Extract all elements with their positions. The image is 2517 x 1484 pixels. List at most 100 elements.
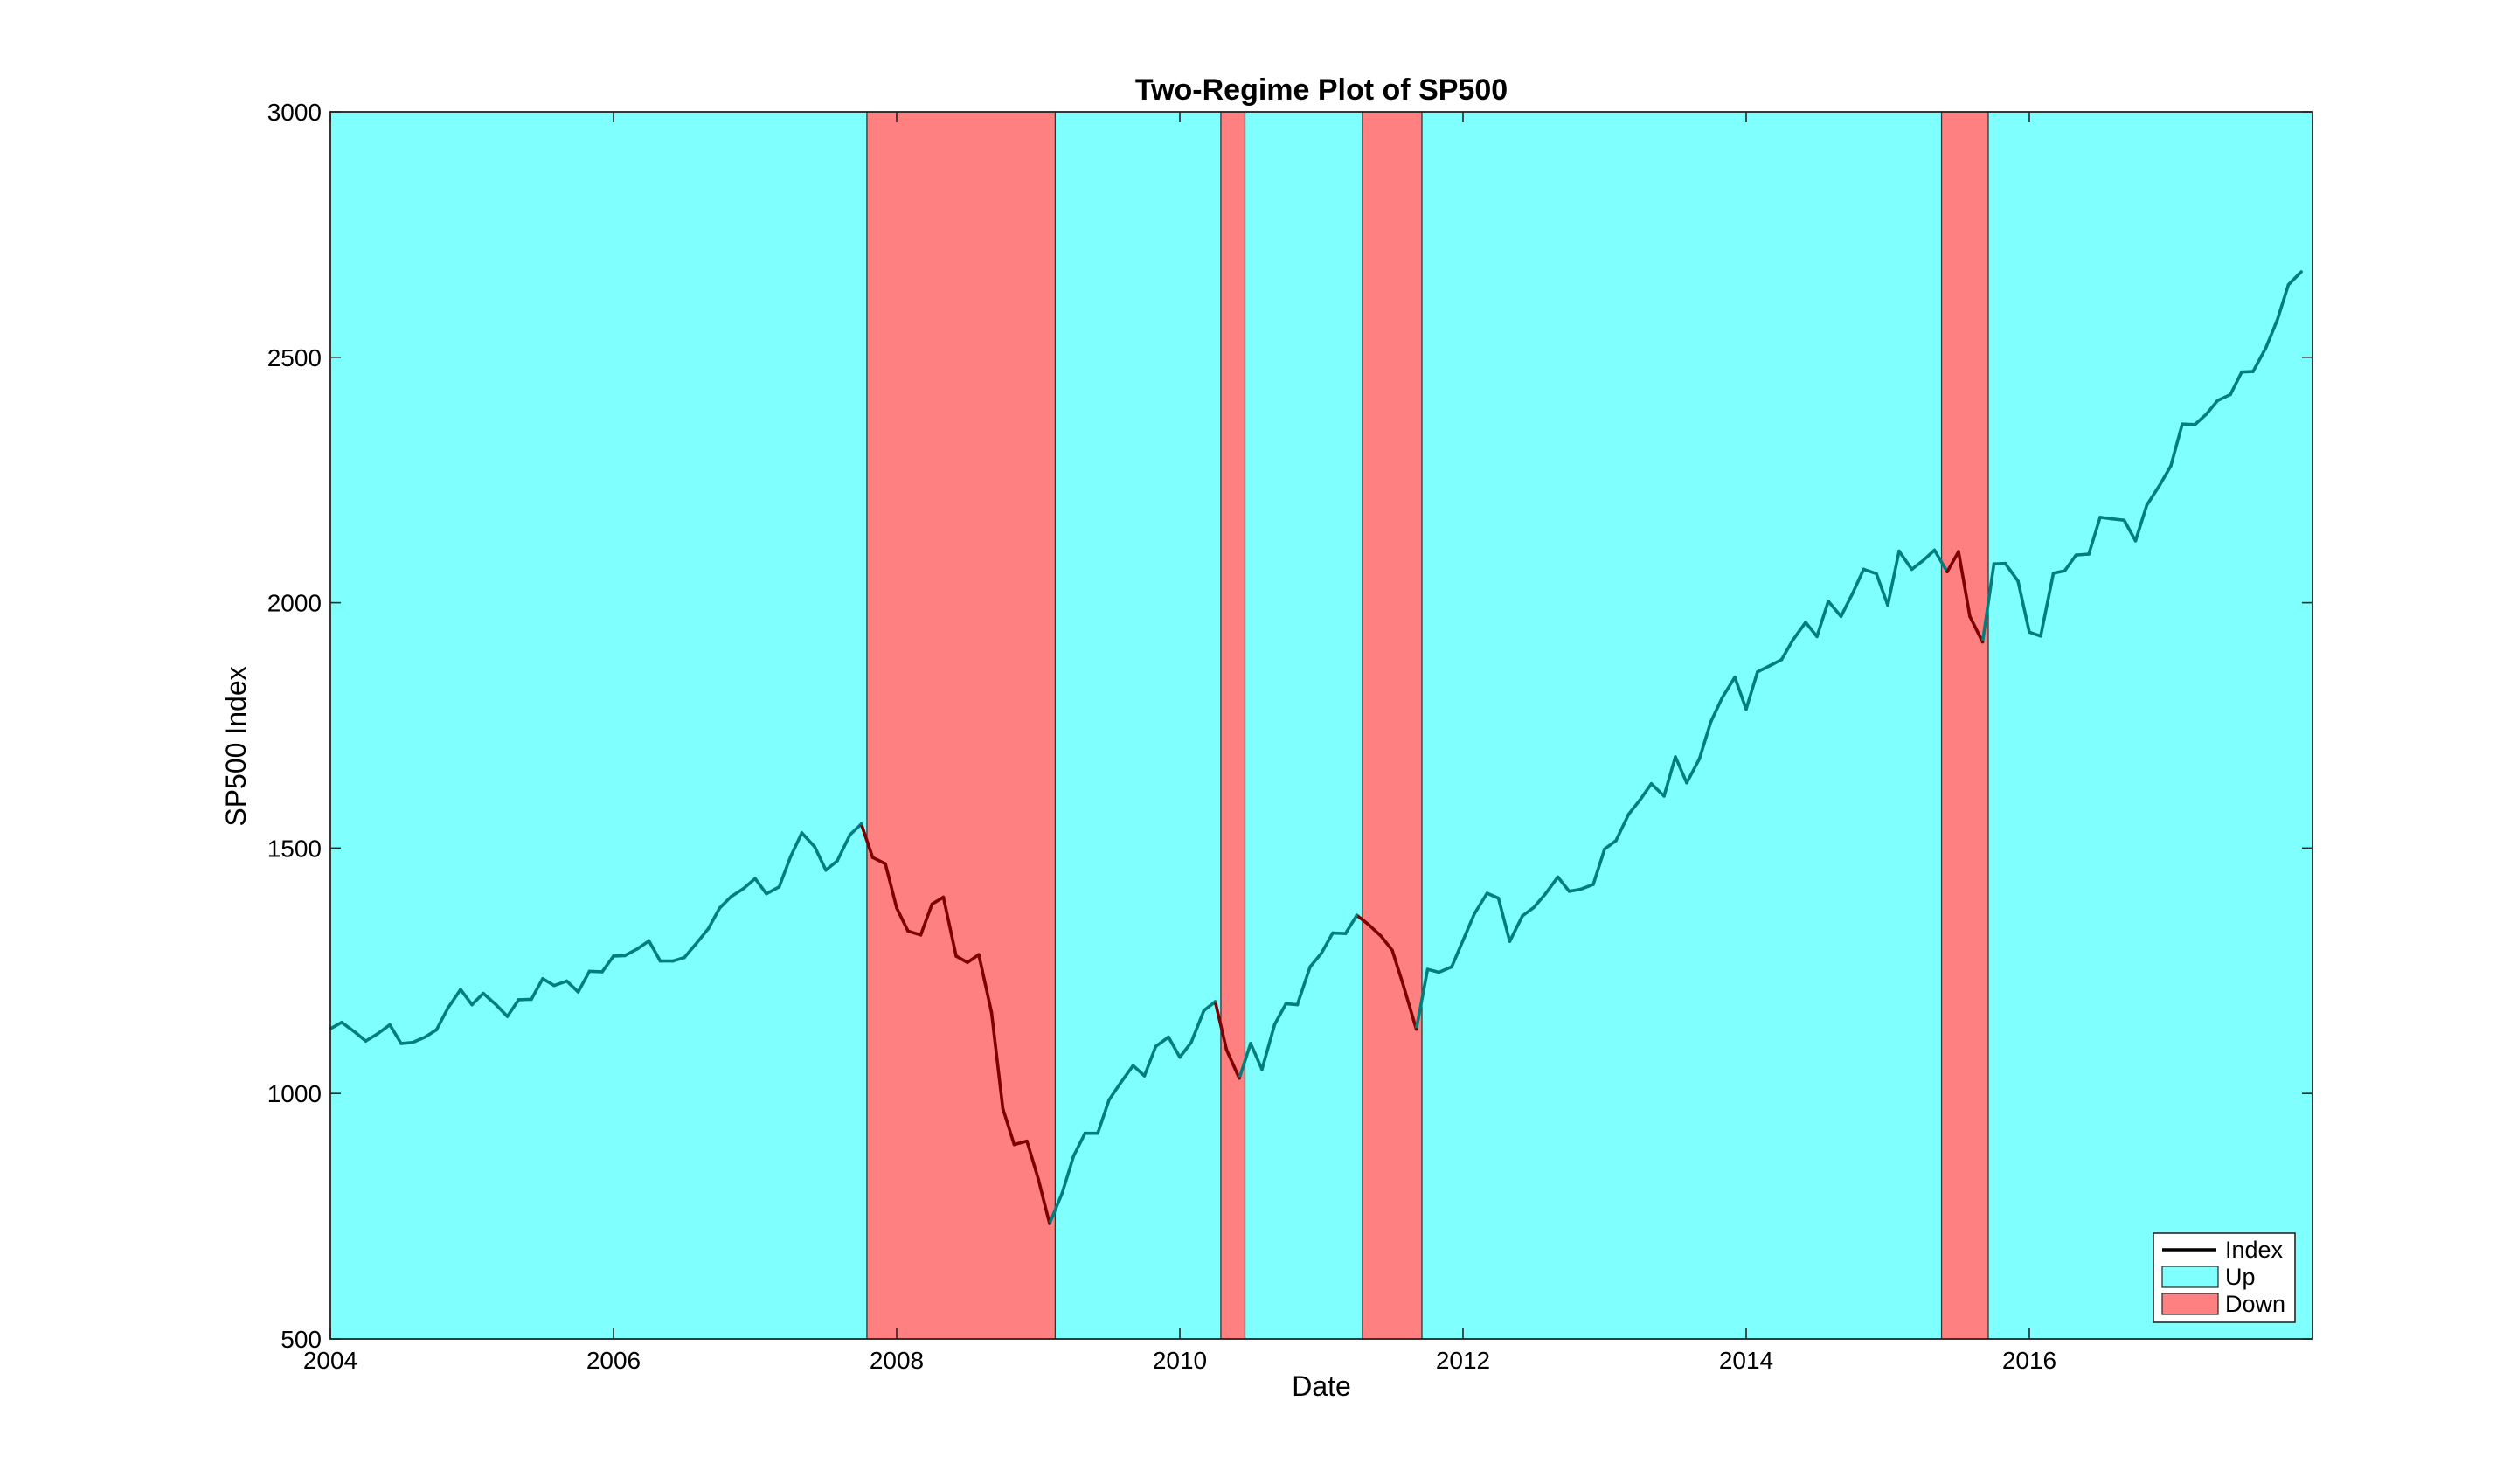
index-segment [2204,399,2220,416]
index-point [1850,592,1855,596]
index-point [1154,1044,1158,1048]
y-tick-label: 2000 [267,590,322,617]
index-point [600,970,604,974]
index-point [1543,892,1547,896]
index-segment [1189,1009,1206,1044]
index-segment [1238,1042,1252,1080]
index-segment [1875,572,1889,607]
index-segment [587,969,604,974]
index-point [2158,483,2161,487]
index-segment [600,954,615,974]
index-segment [2251,346,2268,373]
index-segment [1709,696,1724,724]
index-point [1390,948,1394,952]
index-segment [1096,1098,1111,1135]
index-segment [1980,562,1996,644]
index-segment [1414,967,1430,1031]
index-segment [1591,847,1606,886]
index-segment [1485,891,1501,900]
index-point [2145,503,2149,507]
index-point [1001,1107,1005,1111]
index-point [2193,423,2197,426]
x-tick-label: 2010 [1153,1347,1207,1374]
index-segment [977,953,994,1015]
index-point [2087,552,2091,556]
index-point [1331,931,1335,935]
index-point [870,856,875,859]
index-segment [505,998,521,1018]
index-point [1968,614,1972,618]
index-segment [1768,657,1784,668]
index-segment [423,1028,439,1039]
index-segment [459,988,474,1007]
index-point [941,895,946,899]
index-point [813,845,816,849]
index-point [2016,579,2020,583]
index-segment [517,997,533,1002]
index-segment [788,831,804,859]
index-point [1425,967,1430,971]
index-point [1071,1154,1076,1158]
index-point [1508,940,1512,943]
index-segment [2051,569,2067,575]
index-point [647,939,651,943]
index-segment [2215,392,2232,403]
index-point [788,855,793,859]
index-segment [2275,282,2291,322]
index-point [729,895,733,898]
index-segment [1910,558,1925,572]
axes: 2004 2006 2008 2010 2012 2014 2016 500 1000 1500 2… [267,99,2313,1374]
index-point [2063,569,2067,572]
x-axis-title: Date [1292,1370,1351,1402]
index-segment [1614,812,1631,843]
index-point [742,886,745,891]
index-segment [1744,669,1759,711]
index-point [1037,1177,1040,1181]
index-segment [1603,839,1618,851]
index-point [1649,782,1654,786]
index-segment [1496,896,1512,943]
index-segment [1532,892,1547,910]
y-tick-label: 2500 [267,344,322,371]
index-segment [2063,553,2078,572]
index-point [989,1010,994,1015]
index-point [1532,905,1536,909]
index-segment [1815,600,1830,639]
index-point [1295,1002,1300,1007]
index-point [1556,875,1560,879]
index-segment [2016,579,2031,635]
index-segment [1756,663,1772,674]
index-segment [1001,1106,1016,1147]
regime-band-up-3 [1054,111,1222,1340]
index-segment [895,906,910,933]
index-segment [1992,561,2007,566]
index-series [329,270,2303,1225]
index-segment [1272,1002,1288,1026]
index-point [1720,696,1724,700]
index-segment [1662,755,1677,798]
regime-band-down-2 [866,111,1057,1340]
index-point [2204,413,2208,416]
index-segment [1556,875,1571,893]
regime-band-up-1 [329,111,868,1340]
index-point [1012,1143,1016,1147]
index-segment [906,929,923,937]
index-segment [1249,1042,1264,1071]
index-point [1366,922,1370,926]
index-point [2110,517,2113,521]
index-point [1450,965,1453,968]
index-segment [1720,676,1737,700]
index-segment [364,1032,379,1043]
index-segment [494,1002,510,1018]
index-segment [813,844,828,872]
index-point [1886,603,1889,607]
index-segment [1119,1064,1135,1085]
index-point [340,1021,343,1024]
index-point [1096,1132,1099,1135]
index-segment [1697,720,1713,760]
index-point [1578,887,1583,891]
index-segment [565,979,580,994]
index-point [1697,757,1702,760]
index-point [1980,640,1985,644]
index-point [930,902,934,906]
